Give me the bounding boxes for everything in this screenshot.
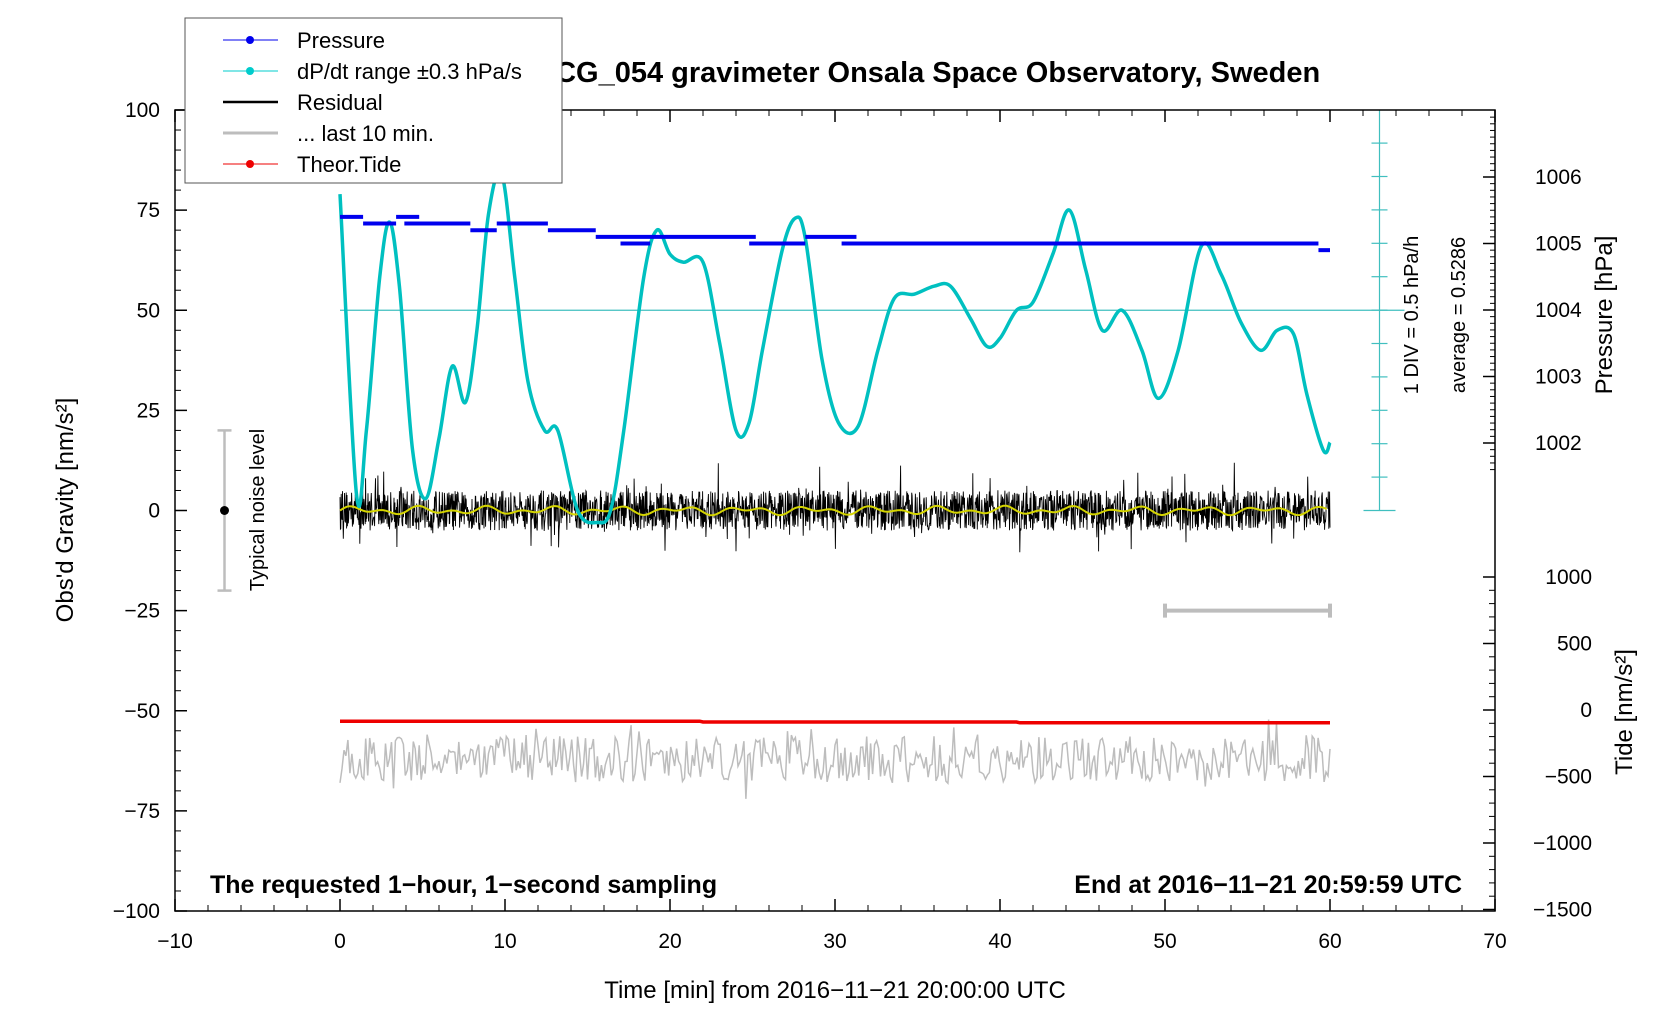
- residual-trace: [339, 462, 1331, 553]
- plot-content: [217, 110, 1405, 799]
- x-tick-label: 0: [334, 930, 346, 953]
- legend: Pressure dP/dt range ±0.3 hPa/s Residual..…: [184, 17, 563, 184]
- tide-tick-label: −1000: [1533, 832, 1592, 855]
- y-tick-label: 50: [137, 299, 160, 322]
- legend-label: Theor.Tide: [297, 152, 401, 177]
- pressure-tide-axis: 1006 1005 1004 1003 1002 1000 500 0 −500 −1000 −15…: [1483, 116, 1592, 922]
- pressure-tick-label: 1005: [1535, 233, 1582, 256]
- x-tick-label: 40: [988, 930, 1011, 953]
- smoothed-residual-trace: [339, 504, 1328, 517]
- legend-marker: [246, 67, 254, 75]
- x-tick-label: 70: [1483, 930, 1506, 953]
- x-tick-label: 60: [1318, 930, 1341, 953]
- x-tick-label: 20: [658, 930, 681, 953]
- y-tick-label: −50: [124, 700, 160, 723]
- gravity-axis: 100 75 50 25 0 −25 −50 −75 −100: [113, 99, 187, 923]
- legend-label: Residual: [297, 90, 383, 115]
- pressure-tick-label: 1002: [1535, 432, 1582, 455]
- tide-tick-label: −1500: [1533, 899, 1592, 922]
- dpdt-trace: [338, 169, 1332, 525]
- last10-trace: [339, 719, 1331, 799]
- tide-tick-label: 500: [1557, 633, 1592, 656]
- y-tick-label: −25: [124, 600, 160, 623]
- pressure-tick-label: 1003: [1535, 366, 1582, 389]
- x-tick-label: 30: [823, 930, 846, 953]
- legend-marker: [246, 36, 254, 44]
- tide-tick-label: 0: [1580, 699, 1592, 722]
- y-tick-label: 100: [125, 99, 160, 122]
- noise-level-dot: [220, 506, 229, 515]
- tide-trace: [340, 719, 1330, 725]
- pressure-axis-title: Pressure [hPa]: [1591, 236, 1618, 395]
- legend-marker: [246, 160, 254, 168]
- y-axis-title: Obs'd Gravity [nm/s²]: [52, 398, 79, 623]
- chart-title: SCG_054 gravimeter Onsala Space Observat…: [536, 57, 1320, 89]
- noise-level-label: Typical noise level: [247, 429, 269, 591]
- legend-label: ... last 10 min.: [297, 121, 434, 146]
- y-tick-label: −100: [113, 900, 160, 923]
- x-tick-label: 50: [1153, 930, 1176, 953]
- legend-box: [184, 17, 563, 184]
- x-tick-label: −10: [157, 930, 193, 953]
- y-tick-label: 25: [137, 399, 160, 422]
- y-tick-label: 75: [137, 199, 160, 222]
- pressure-tick-label: 1004: [1535, 299, 1582, 322]
- y-tick-label: −75: [124, 800, 160, 823]
- div-label: 1 DIV = 0.5 hPa/h: [1401, 236, 1423, 394]
- tide-tick-label: 1000: [1545, 566, 1592, 589]
- sampling-note: The requested 1−hour, 1−second sampling: [210, 871, 717, 899]
- pressure-tick-label: 1006: [1535, 166, 1582, 189]
- end-time-note: End at 2016−11−21 20:59:59 UTC: [1074, 871, 1462, 899]
- average-label: average = 0.5286: [1448, 237, 1470, 393]
- legend-label: dP/dt range ±0.3 hPa/s: [297, 59, 522, 84]
- x-tick-label: 10: [493, 930, 516, 953]
- tide-tick-label: −500: [1545, 766, 1592, 789]
- x-axis-title: Time [min] from 2016−11−21 20:00:00 UTC: [604, 977, 1066, 1004]
- y-tick-label: 0: [148, 500, 160, 523]
- legend-label: Pressure: [297, 28, 385, 53]
- tide-axis-title: Tide [nm/s²]: [1611, 649, 1638, 775]
